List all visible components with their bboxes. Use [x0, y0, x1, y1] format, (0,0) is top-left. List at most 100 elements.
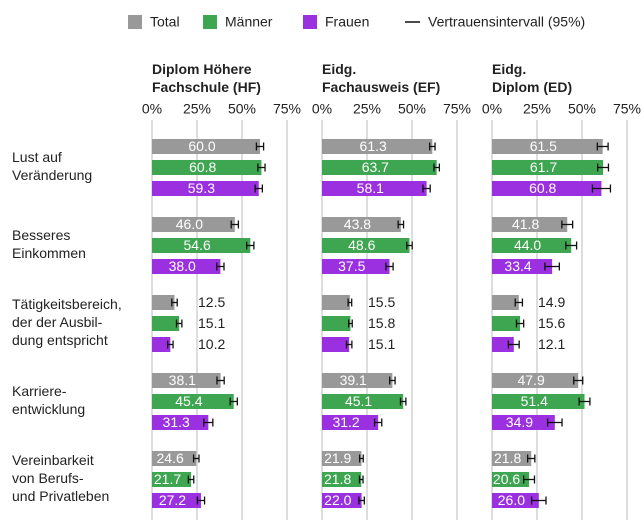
error-bar [171, 298, 178, 307]
value-label: 61.3 [360, 138, 387, 154]
bar [152, 238, 251, 253]
error-bar [187, 475, 195, 484]
bar [152, 373, 221, 388]
value-label: 54.6 [184, 237, 211, 253]
error-bar [167, 340, 174, 349]
value-label: 45.1 [345, 393, 372, 409]
bar [492, 451, 532, 466]
value-label: 39.1 [340, 372, 367, 388]
x-tick-label: 75% [443, 101, 471, 117]
category-label: Tätigkeitsbereich, der der Ausbil-dung en… [12, 296, 122, 348]
x-tick-label: 50% [228, 101, 256, 117]
error-bar [229, 397, 238, 406]
bar [152, 451, 197, 466]
value-label: 15.1 [198, 315, 225, 331]
error-bar [515, 319, 525, 328]
error-bar [578, 397, 591, 406]
error-bar [526, 454, 536, 463]
value-label: 37.5 [338, 258, 365, 274]
value-label: 33.4 [504, 258, 531, 274]
error-bar [230, 220, 240, 229]
bar [322, 181, 427, 196]
error-bar [385, 262, 394, 271]
error-bar [523, 475, 536, 484]
bar [492, 259, 553, 274]
x-tick-label: 0% [142, 101, 162, 117]
value-label: 10.2 [198, 336, 225, 352]
value-label: 41.8 [512, 216, 539, 232]
value-label: 38.1 [169, 372, 196, 388]
value-label: 45.4 [175, 393, 202, 409]
error-bar [433, 163, 441, 172]
value-label: 43.8 [344, 216, 371, 232]
error-bar [514, 298, 524, 307]
value-label: 15.1 [368, 336, 395, 352]
error-bar [257, 163, 266, 172]
value-label: 20.6 [493, 471, 520, 487]
value-label: 61.5 [530, 138, 557, 154]
value-label: 15.8 [368, 315, 395, 331]
error-bar [255, 142, 265, 151]
error-bar [530, 496, 547, 505]
error-bar [358, 475, 364, 484]
error-bar [246, 241, 255, 250]
bar [492, 181, 602, 196]
bar [492, 295, 519, 310]
x-tick-label: 75% [273, 101, 301, 117]
error-bar [561, 220, 574, 229]
error-bar [389, 376, 396, 385]
value-label: 34.9 [506, 414, 533, 430]
error-bar [192, 454, 200, 463]
value-label: 63.7 [362, 159, 389, 175]
error-bar [399, 397, 407, 406]
bar [492, 160, 604, 175]
bar [492, 139, 603, 154]
bar [322, 472, 362, 487]
value-label: 22.0 [324, 492, 351, 508]
error-bar [216, 262, 225, 271]
bar [492, 472, 530, 487]
bar [322, 337, 350, 352]
category-label: Vereinbarkeit von Berufs-und Privatleben [12, 452, 109, 504]
bar [152, 217, 235, 232]
value-label: 21.8 [324, 471, 351, 487]
x-tick-label: 50% [398, 101, 426, 117]
error-bar [358, 454, 364, 463]
value-label: 27.2 [159, 492, 186, 508]
legend-label: Frauen [325, 14, 369, 30]
bar [152, 493, 201, 508]
error-bar [254, 184, 263, 193]
value-label: 31.3 [163, 414, 190, 430]
bar [322, 373, 393, 388]
value-label: 60.8 [189, 159, 216, 175]
error-bar [573, 376, 584, 385]
panel-title: Eidg. Fachausweis (EF) [322, 61, 440, 95]
value-label: 47.9 [517, 372, 544, 388]
error-bar [196, 496, 206, 505]
value-label: 26.0 [498, 492, 525, 508]
error-bar [373, 418, 383, 427]
bar [322, 295, 350, 310]
value-label: 15.5 [368, 294, 395, 310]
bar [322, 415, 379, 430]
bar [492, 394, 585, 409]
error-bar [397, 220, 405, 229]
value-label: 31.2 [332, 414, 359, 430]
bar [322, 493, 362, 508]
bar [322, 259, 390, 274]
bar [152, 160, 262, 175]
x-tick-label: 75% [613, 101, 641, 117]
error-bar [203, 418, 214, 427]
error-bar [597, 163, 610, 172]
bar [152, 415, 209, 430]
value-label: 24.6 [157, 450, 184, 466]
error-bar [422, 184, 431, 193]
value-label: 38.0 [169, 258, 196, 274]
bar [152, 337, 171, 352]
error-bar [544, 262, 560, 271]
x-tick-label: 50% [568, 101, 596, 117]
value-label: 59.3 [188, 180, 215, 196]
bar [152, 139, 260, 154]
value-label: 51.4 [521, 393, 548, 409]
